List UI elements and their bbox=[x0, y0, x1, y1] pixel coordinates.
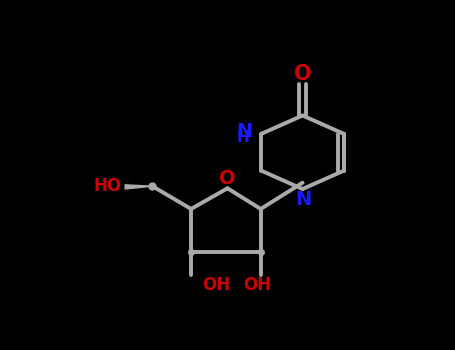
Text: N: N bbox=[236, 121, 252, 141]
Text: HO: HO bbox=[94, 177, 122, 195]
Polygon shape bbox=[125, 185, 152, 189]
Text: N: N bbox=[295, 190, 312, 209]
Text: OH: OH bbox=[243, 275, 271, 294]
Text: OH: OH bbox=[202, 275, 230, 294]
Text: O: O bbox=[294, 64, 311, 84]
Text: O: O bbox=[219, 169, 236, 188]
Text: H: H bbox=[236, 130, 249, 145]
